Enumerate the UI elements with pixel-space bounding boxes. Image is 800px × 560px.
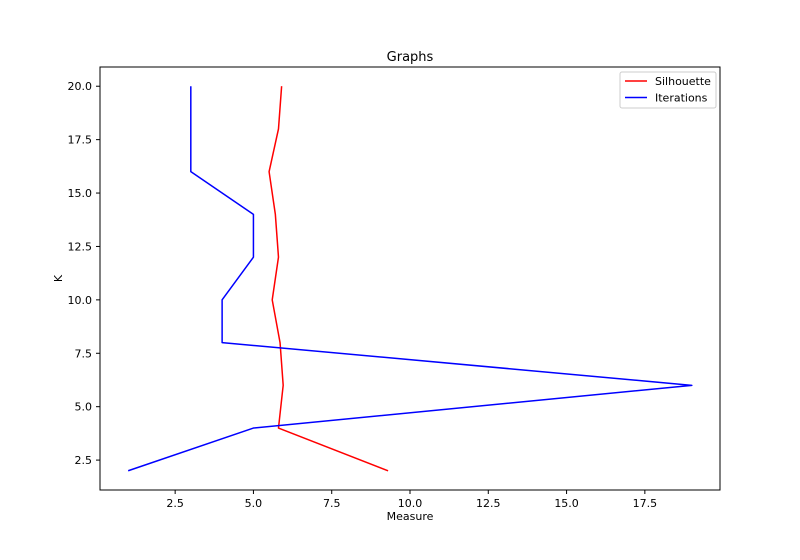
chart-title: Graphs (387, 50, 434, 65)
y-tick-label: 17.5 (68, 134, 93, 147)
x-tick-label: 17.5 (633, 497, 658, 510)
x-axis-label: Measure (387, 510, 434, 523)
legend-label-silhouette: Silhouette (655, 75, 711, 88)
y-tick-label: 2.5 (75, 454, 93, 467)
y-tick-label: 20.0 (68, 80, 93, 93)
y-axis-label: K (52, 274, 65, 282)
x-tick-label: 7.5 (323, 497, 341, 510)
series-line-iterations (127, 86, 693, 472)
legend-label-iterations: Iterations (655, 92, 708, 105)
y-tick-label: 10.0 (68, 294, 93, 307)
x-axis-ticks: 2.5 5.0 7.5 10.0 12.5 15.0 17.5 (166, 490, 657, 510)
x-tick-label: 12.5 (476, 497, 501, 510)
y-tick-label: 12.5 (68, 240, 93, 253)
x-tick-label: 2.5 (166, 497, 184, 510)
y-tick-label: 5.0 (75, 401, 93, 414)
y-tick-label: 15.0 (68, 187, 93, 200)
x-tick-label: 15.0 (554, 497, 579, 510)
y-axis-ticks: 2.5 5.0 7.5 10.0 12.5 15.0 17.5 20.0 (68, 80, 100, 467)
legend: Silhouette Iterations (619, 71, 717, 109)
x-tick-label: 10.0 (398, 497, 423, 510)
series-lines (127, 86, 693, 472)
y-tick-label: 7.5 (75, 347, 93, 360)
series-line-silhouette (268, 86, 389, 472)
x-tick-label: 5.0 (245, 497, 263, 510)
